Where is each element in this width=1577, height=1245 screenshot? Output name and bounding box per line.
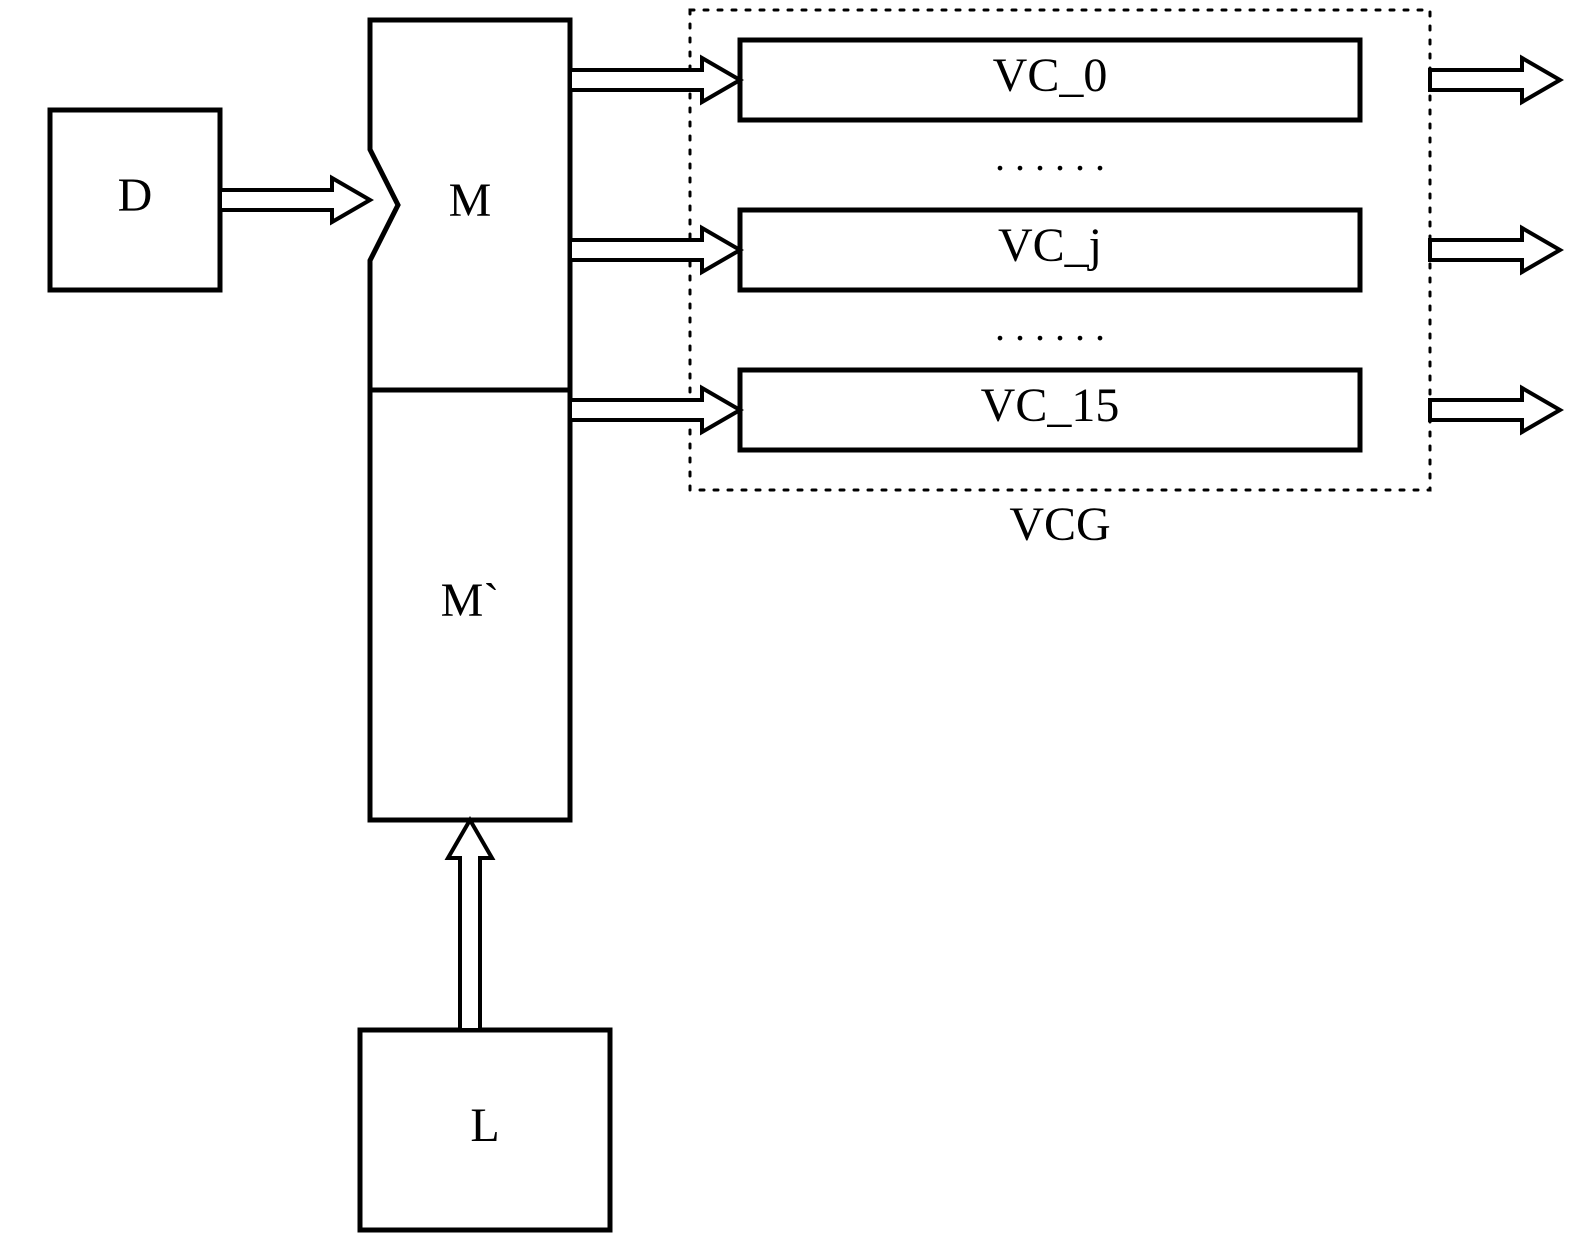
box-label-M: M xyxy=(449,174,492,227)
box-label-VC0: VC_0 xyxy=(993,49,1108,102)
ellipsis-e2: . . . . . . xyxy=(995,304,1105,349)
box-VC15: VC_15 xyxy=(740,370,1360,450)
arrow-VC0_out xyxy=(1430,58,1560,102)
box-Mprime: M` xyxy=(370,390,570,820)
arrow-L_to_M xyxy=(448,820,492,1030)
box-label-L: L xyxy=(470,1099,499,1152)
arrow-VC15_out xyxy=(1430,388,1560,432)
box-label-VC15: VC_15 xyxy=(981,379,1120,432)
arrow-M_to_VC0 xyxy=(570,58,740,102)
box-M: M xyxy=(370,20,570,390)
arrow-D_to_M xyxy=(220,178,370,222)
box-label-VCj: VC_j xyxy=(998,219,1102,272)
vcg-label: VCG xyxy=(1009,498,1110,551)
box-D: D xyxy=(50,110,220,290)
box-label-Mprime: M` xyxy=(441,574,500,627)
box-L: L xyxy=(360,1030,610,1230)
box-label-D: D xyxy=(118,169,153,222)
arrow-M_to_VCj xyxy=(570,228,740,272)
ellipsis-e1: . . . . . . xyxy=(995,134,1105,179)
box-VCj: VC_j xyxy=(740,210,1360,290)
arrow-M_to_VC15 xyxy=(570,388,740,432)
arrow-VCj_out xyxy=(1430,228,1560,272)
box-VC0: VC_0 xyxy=(740,40,1360,120)
